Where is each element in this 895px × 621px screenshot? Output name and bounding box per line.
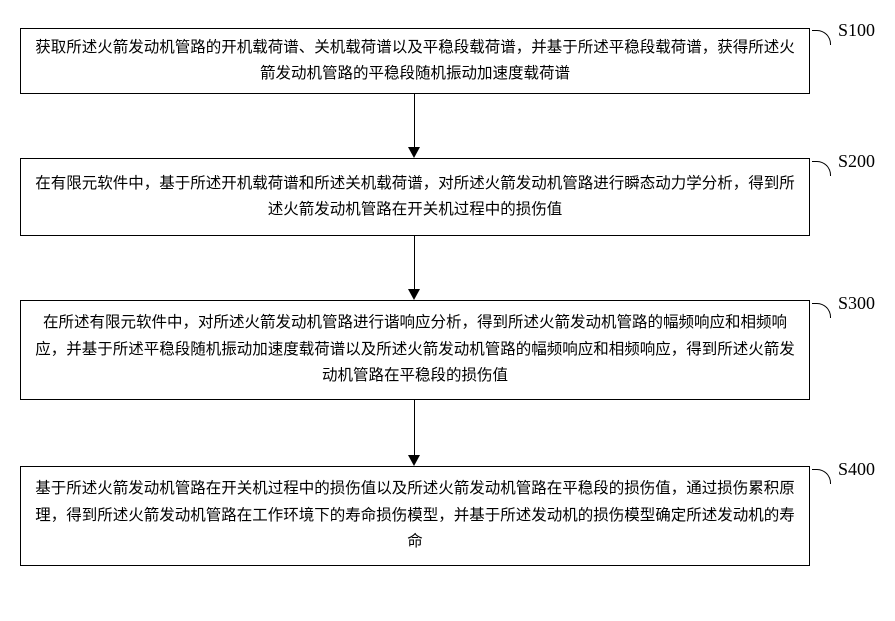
step-text-s300: 在所述有限元软件中，对所述火箭发动机管路进行谐响应分析，得到所述火箭发动机管路的… xyxy=(35,310,795,389)
leader-s400 xyxy=(812,469,831,484)
edge-arrowhead-s300-s400 xyxy=(408,455,420,466)
edge-s200-s300 xyxy=(414,236,415,289)
step-box-s200: 在有限元软件中，基于所述开机载荷谱和所述关机载荷谱，对所述火箭发动机管路进行瞬态… xyxy=(20,158,810,236)
leader-s100 xyxy=(812,30,831,45)
edge-s100-s200 xyxy=(414,94,415,147)
step-label-s400: S400 xyxy=(838,459,875,480)
leader-s200 xyxy=(812,161,831,176)
edge-arrowhead-s100-s200 xyxy=(408,147,420,158)
step-text-s100: 获取所述火箭发动机管路的开机载荷谱、关机载荷谱以及平稳段载荷谱，并基于所述平稳段… xyxy=(35,35,795,88)
step-label-s300: S300 xyxy=(838,293,875,314)
step-text-s400: 基于所述火箭发动机管路在开关机过程中的损伤值以及所述火箭发动机管路在平稳段的损伤… xyxy=(35,476,795,555)
flowchart-canvas: 获取所述火箭发动机管路的开机载荷谱、关机载荷谱以及平稳段载荷谱，并基于所述平稳段… xyxy=(0,0,895,621)
edge-arrowhead-s200-s300 xyxy=(408,289,420,300)
step-box-s300: 在所述有限元软件中，对所述火箭发动机管路进行谐响应分析，得到所述火箭发动机管路的… xyxy=(20,300,810,400)
edge-s300-s400 xyxy=(414,400,415,455)
step-box-s100: 获取所述火箭发动机管路的开机载荷谱、关机载荷谱以及平稳段载荷谱，并基于所述平稳段… xyxy=(20,28,810,94)
leader-s300 xyxy=(812,303,831,318)
step-box-s400: 基于所述火箭发动机管路在开关机过程中的损伤值以及所述火箭发动机管路在平稳段的损伤… xyxy=(20,466,810,566)
step-label-s200: S200 xyxy=(838,151,875,172)
step-text-s200: 在有限元软件中，基于所述开机载荷谱和所述关机载荷谱，对所述火箭发动机管路进行瞬态… xyxy=(35,171,795,224)
step-label-s100: S100 xyxy=(838,20,875,41)
